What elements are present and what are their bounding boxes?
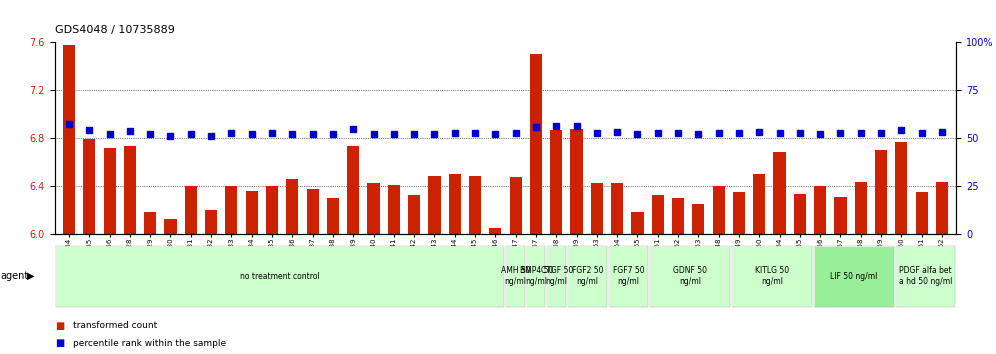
FancyBboxPatch shape bbox=[527, 246, 546, 307]
Bar bbox=[672, 198, 684, 234]
FancyBboxPatch shape bbox=[609, 246, 647, 307]
Text: FGF2 50
ng/ml: FGF2 50 ng/ml bbox=[572, 267, 604, 286]
Bar bbox=[591, 183, 603, 234]
Bar bbox=[712, 186, 725, 234]
Bar bbox=[327, 198, 339, 234]
Bar bbox=[774, 152, 786, 234]
Text: FGF7 50
ng/ml: FGF7 50 ng/ml bbox=[613, 267, 644, 286]
Bar bbox=[651, 195, 663, 234]
Bar bbox=[469, 176, 481, 234]
Bar bbox=[184, 186, 197, 234]
FancyBboxPatch shape bbox=[650, 246, 730, 307]
Bar bbox=[428, 176, 440, 234]
Bar bbox=[814, 186, 827, 234]
Bar bbox=[835, 196, 847, 234]
Bar bbox=[874, 150, 887, 234]
FancyBboxPatch shape bbox=[895, 246, 955, 307]
Bar bbox=[753, 174, 765, 234]
Text: KITLG 50
ng/ml: KITLG 50 ng/ml bbox=[755, 267, 789, 286]
Bar bbox=[915, 192, 927, 234]
FancyBboxPatch shape bbox=[56, 246, 504, 307]
Bar bbox=[448, 174, 461, 234]
Bar bbox=[611, 183, 623, 234]
Bar bbox=[794, 194, 806, 234]
Text: BMP4 50
ng/ml: BMP4 50 ng/ml bbox=[520, 267, 553, 286]
Bar bbox=[368, 183, 379, 234]
Bar bbox=[550, 130, 563, 234]
Bar bbox=[855, 182, 867, 234]
Bar bbox=[225, 186, 237, 234]
Text: AMH 50
ng/ml: AMH 50 ng/ml bbox=[501, 267, 531, 286]
Bar bbox=[286, 179, 299, 234]
Bar bbox=[307, 189, 319, 234]
Text: transformed count: transformed count bbox=[73, 321, 157, 330]
Text: percentile rank within the sample: percentile rank within the sample bbox=[73, 339, 226, 348]
Text: ▶: ▶ bbox=[27, 271, 35, 281]
Bar bbox=[84, 139, 96, 234]
Bar bbox=[387, 185, 400, 234]
Text: agent: agent bbox=[0, 271, 28, 281]
Bar bbox=[530, 55, 542, 234]
Bar bbox=[348, 147, 360, 234]
Bar bbox=[124, 147, 136, 234]
Bar bbox=[692, 204, 704, 234]
Bar bbox=[733, 192, 745, 234]
Bar bbox=[510, 177, 522, 234]
Text: PDGF alfa bet
a hd 50 ng/ml: PDGF alfa bet a hd 50 ng/ml bbox=[898, 267, 952, 286]
FancyBboxPatch shape bbox=[507, 246, 525, 307]
Bar bbox=[489, 228, 501, 234]
Text: GDNF 50
ng/ml: GDNF 50 ng/ml bbox=[673, 267, 707, 286]
Bar bbox=[895, 142, 907, 234]
FancyBboxPatch shape bbox=[814, 246, 893, 307]
Bar bbox=[144, 212, 156, 234]
Text: GDS4048 / 10735889: GDS4048 / 10735889 bbox=[55, 25, 174, 35]
FancyBboxPatch shape bbox=[732, 246, 812, 307]
Text: ■: ■ bbox=[55, 338, 64, 348]
FancyBboxPatch shape bbox=[568, 246, 607, 307]
Bar bbox=[408, 195, 420, 234]
Bar bbox=[164, 219, 176, 234]
Bar bbox=[571, 129, 583, 234]
Text: ■: ■ bbox=[55, 321, 64, 331]
Text: LIF 50 ng/ml: LIF 50 ng/ml bbox=[830, 272, 877, 281]
Bar bbox=[63, 45, 75, 234]
Text: no treatment control: no treatment control bbox=[240, 272, 320, 281]
Text: CTGF 50
ng/ml: CTGF 50 ng/ml bbox=[541, 267, 573, 286]
Bar bbox=[246, 190, 258, 234]
Bar bbox=[205, 210, 217, 234]
Bar bbox=[936, 182, 948, 234]
Bar bbox=[266, 186, 278, 234]
Bar bbox=[104, 148, 116, 234]
Bar bbox=[631, 212, 643, 234]
FancyBboxPatch shape bbox=[548, 246, 566, 307]
